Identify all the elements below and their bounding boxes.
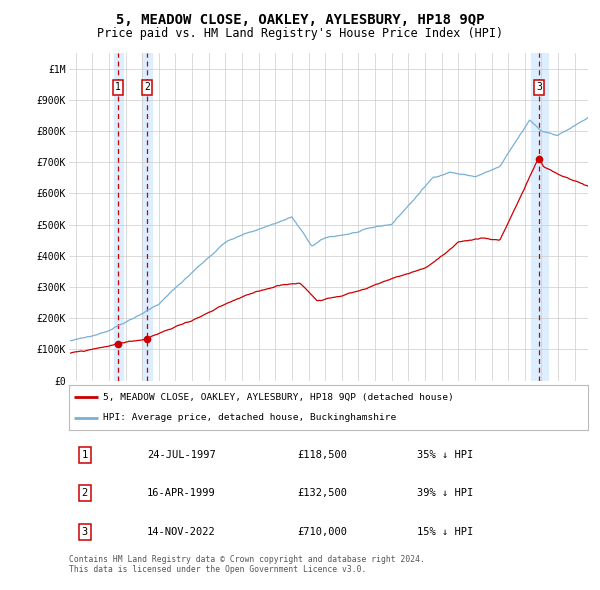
Text: 3: 3 <box>536 83 542 93</box>
Text: £118,500: £118,500 <box>298 450 347 460</box>
Text: 15% ↓ HPI: 15% ↓ HPI <box>417 527 473 537</box>
Text: HPI: Average price, detached house, Buckinghamshire: HPI: Average price, detached house, Buck… <box>103 413 396 422</box>
Text: 24-JUL-1997: 24-JUL-1997 <box>147 450 215 460</box>
Text: £710,000: £710,000 <box>298 527 347 537</box>
Text: 1: 1 <box>82 450 88 460</box>
Text: 2: 2 <box>82 489 88 498</box>
Text: £132,500: £132,500 <box>298 489 347 498</box>
Text: 5, MEADOW CLOSE, OAKLEY, AYLESBURY, HP18 9QP (detached house): 5, MEADOW CLOSE, OAKLEY, AYLESBURY, HP18… <box>103 393 454 402</box>
Text: 3: 3 <box>82 527 88 537</box>
Text: 14-NOV-2022: 14-NOV-2022 <box>147 527 215 537</box>
Text: 5, MEADOW CLOSE, OAKLEY, AYLESBURY, HP18 9QP: 5, MEADOW CLOSE, OAKLEY, AYLESBURY, HP18… <box>116 13 484 27</box>
Text: 2: 2 <box>144 83 150 93</box>
Text: 35% ↓ HPI: 35% ↓ HPI <box>417 450 473 460</box>
Text: 16-APR-1999: 16-APR-1999 <box>147 489 215 498</box>
Text: Contains HM Land Registry data © Crown copyright and database right 2024.
This d: Contains HM Land Registry data © Crown c… <box>69 555 425 574</box>
Bar <box>142 53 152 381</box>
Text: 39% ↓ HPI: 39% ↓ HPI <box>417 489 473 498</box>
Text: Price paid vs. HM Land Registry's House Price Index (HPI): Price paid vs. HM Land Registry's House … <box>97 27 503 40</box>
Bar <box>113 53 123 381</box>
Text: 1: 1 <box>115 83 121 93</box>
Bar <box>531 53 548 381</box>
